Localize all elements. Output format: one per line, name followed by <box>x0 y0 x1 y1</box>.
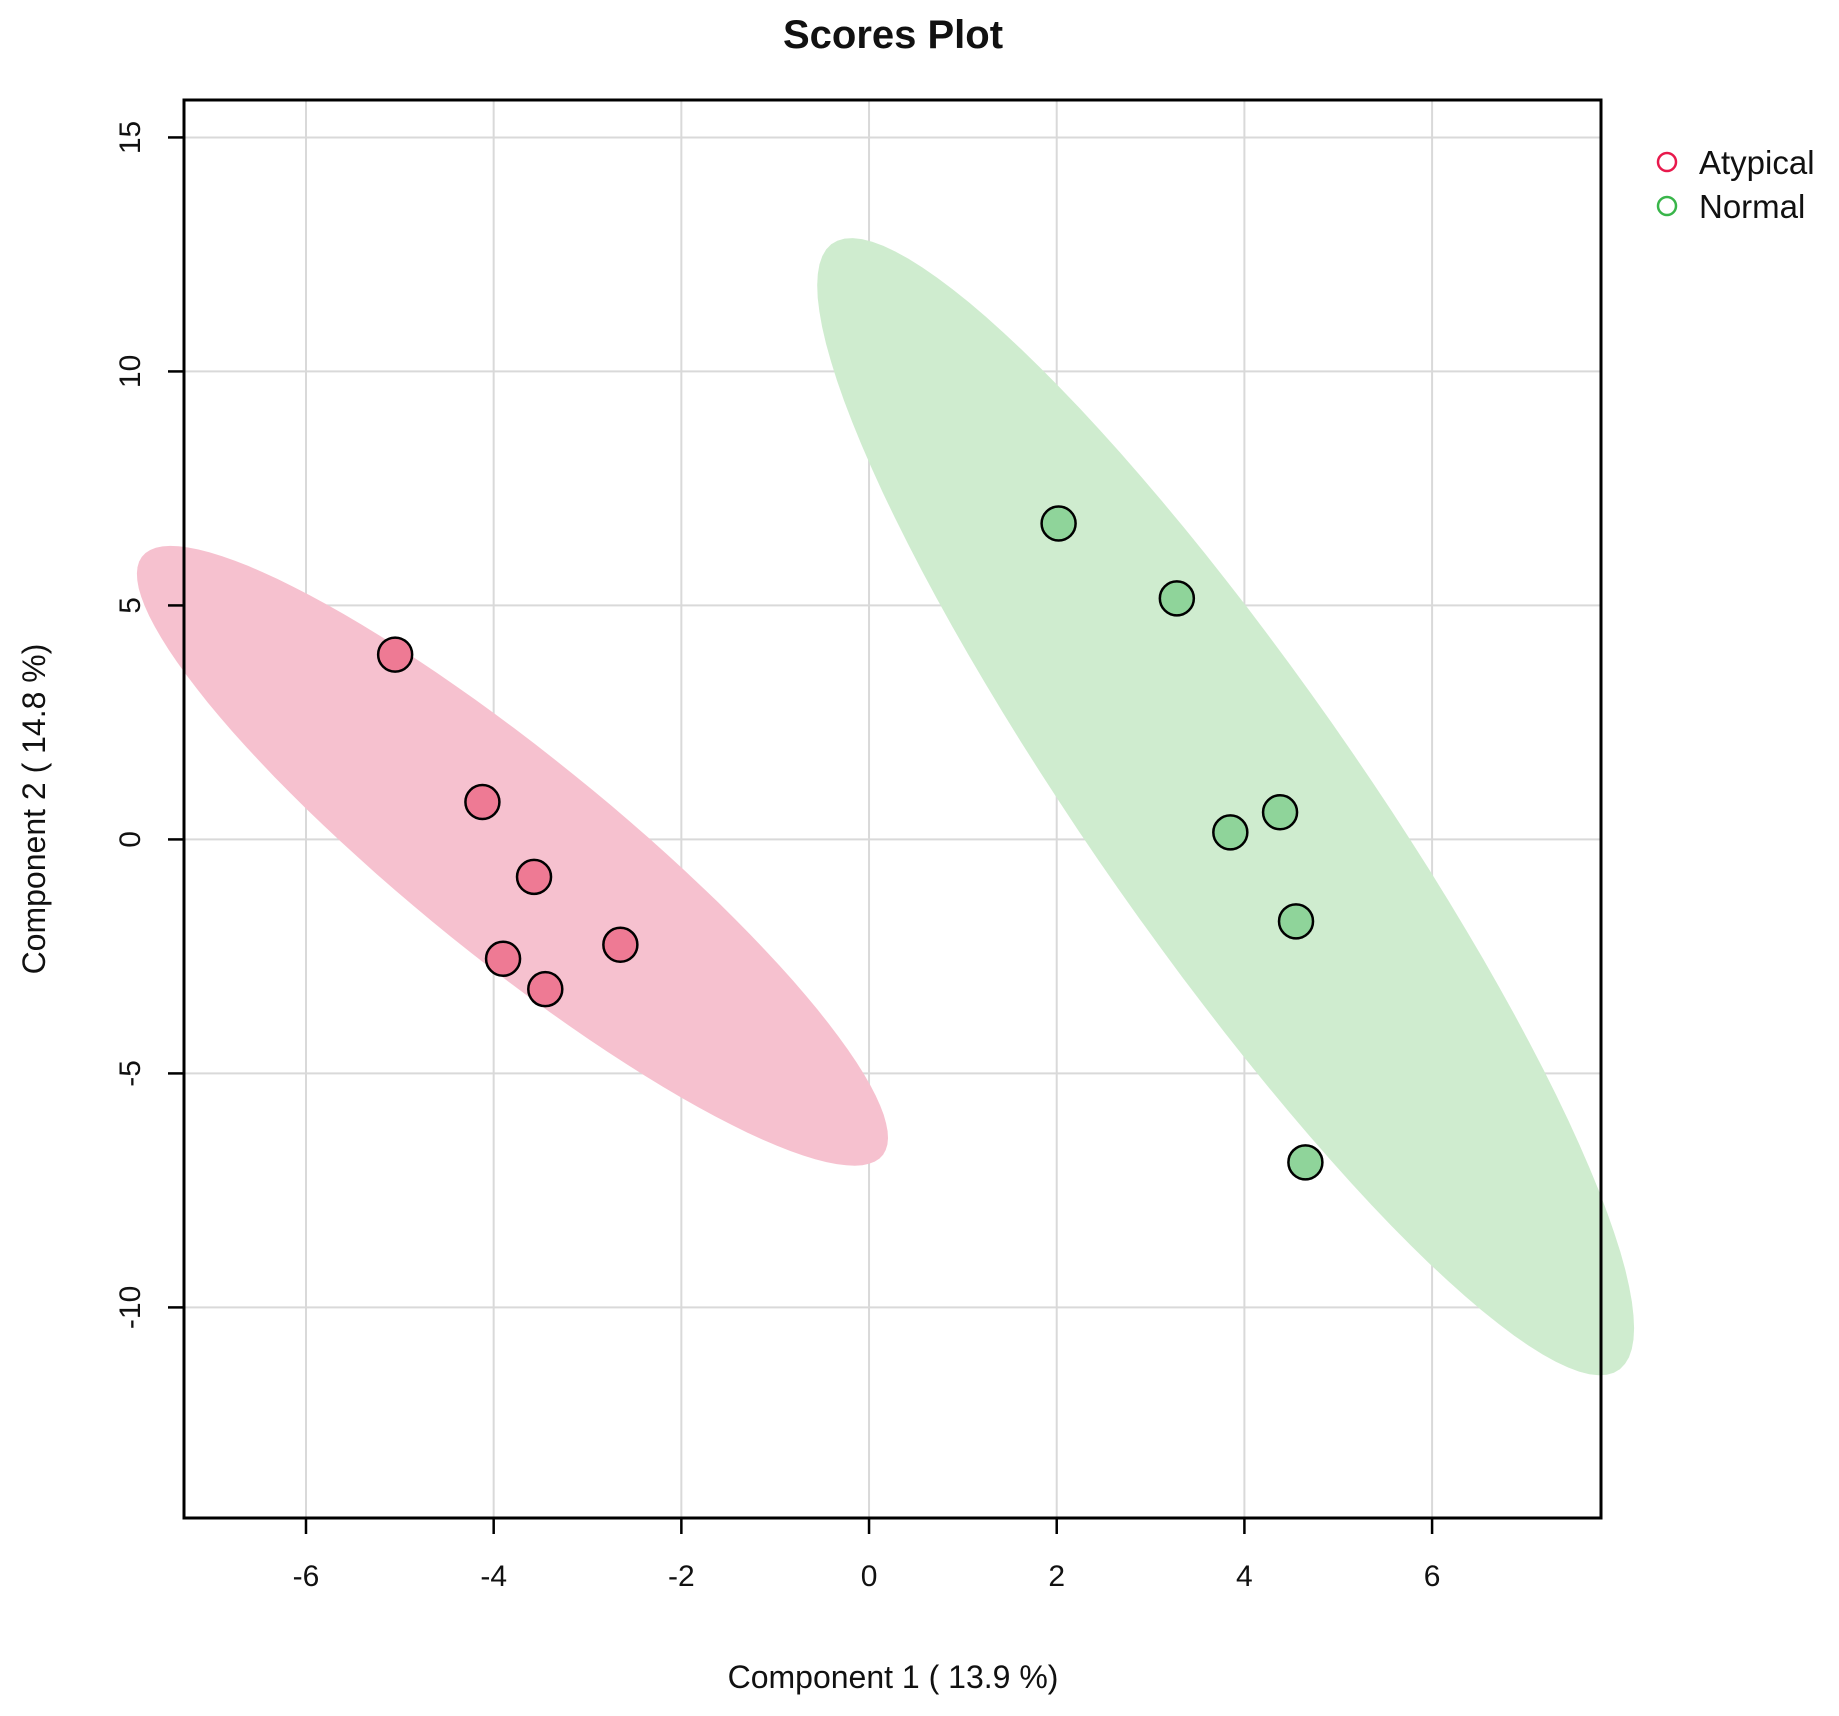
y-axis-ticks: -10 -5 0 5 10 15 <box>114 121 184 1329</box>
point-atypical <box>515 858 553 896</box>
legend-label-atypical: Atypical <box>1699 144 1815 181</box>
point-normal <box>1287 1144 1324 1181</box>
point-normal <box>1040 505 1077 542</box>
confidence-ellipses <box>136 238 1635 1376</box>
point-atypical <box>376 636 414 673</box>
ellipse-atypical <box>136 545 888 1166</box>
x-tick-label: -6 <box>293 1560 320 1593</box>
y-tick-label: 15 <box>114 121 147 154</box>
point-normal <box>1158 580 1196 617</box>
x-tick-label: 2 <box>1048 1560 1065 1593</box>
y-tick-label: 5 <box>114 597 147 614</box>
ellipse-normal <box>817 238 1635 1376</box>
x-axis-ticks: -6 -4 -2 0 2 4 6 <box>293 1518 1441 1593</box>
point-normal <box>1212 814 1249 851</box>
y-tick-label: -10 <box>114 1286 147 1329</box>
x-axis-label: Component 1 ( 13.9 %) <box>728 1659 1059 1695</box>
chart-title: Scores Plot <box>783 13 1003 57</box>
point-atypical <box>527 970 564 1008</box>
point-atypical <box>484 940 522 978</box>
data-points <box>376 505 1324 1181</box>
point-atypical <box>602 926 639 963</box>
legend-marker-normal <box>1656 195 1678 217</box>
plot-frame <box>182 98 1603 1520</box>
y-tick-label: -5 <box>114 1060 147 1087</box>
point-normal <box>1277 903 1315 940</box>
y-axis-label: Component 2 ( 14.8 %) <box>16 644 52 975</box>
x-tick-label: 0 <box>861 1560 878 1593</box>
legend-marker-atypical <box>1656 151 1678 173</box>
point-normal <box>1261 794 1299 831</box>
legend: Atypical Normal <box>1656 144 1815 225</box>
x-tick-label: 6 <box>1424 1560 1441 1593</box>
y-tick-label: 0 <box>114 831 147 848</box>
x-tick-label: 4 <box>1236 1560 1253 1593</box>
legend-label-normal: Normal <box>1699 188 1805 225</box>
point-atypical <box>464 783 501 821</box>
x-tick-label: -2 <box>668 1560 695 1593</box>
x-tick-label: -4 <box>480 1560 507 1593</box>
y-tick-label: 10 <box>114 355 147 388</box>
